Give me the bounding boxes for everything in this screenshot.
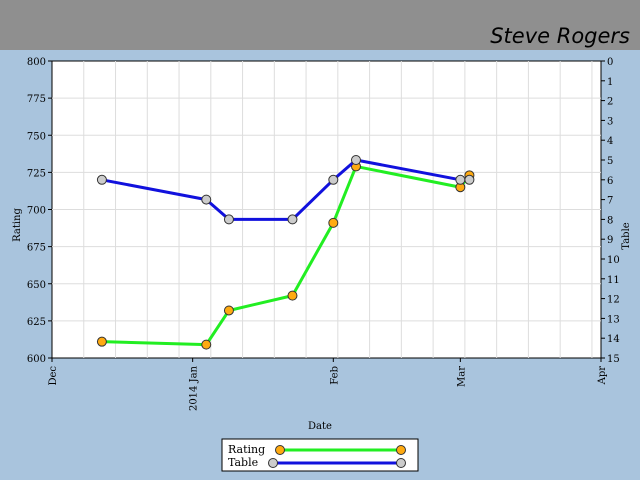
y2-tick-label: 7 — [607, 196, 613, 207]
y2-tick-label: 4 — [607, 136, 613, 147]
y2-tick-label: 8 — [607, 215, 613, 226]
y-tick-label: 750 — [27, 131, 46, 142]
x-tick-label: Mar — [456, 366, 467, 387]
x-tick-label: 2014 Jan — [189, 365, 200, 411]
rating-series-line — [101, 164, 471, 347]
x-axis-title: Date — [308, 421, 332, 432]
table-point — [350, 155, 361, 165]
rating-point — [96, 336, 107, 347]
y-tick-label: 725 — [27, 168, 46, 179]
y2-axis-title: Table — [621, 222, 632, 249]
header-bar — [0, 0, 640, 50]
y2-tick-label: 10 — [607, 255, 620, 266]
legend-marker-table — [268, 458, 278, 468]
rating-point — [201, 339, 212, 350]
rating-point — [287, 290, 298, 301]
y-tick-label: 650 — [27, 280, 46, 291]
y2-tick-label: 13 — [607, 314, 620, 325]
legend-marker-rating — [396, 445, 406, 455]
y-tick-label: 800 — [27, 57, 46, 68]
y2-tick-label: 2 — [607, 97, 613, 108]
y-tick-label: 700 — [27, 206, 46, 217]
grid-lines — [52, 61, 601, 358]
rating-point — [328, 217, 339, 228]
y2-tick-label: 0 — [607, 57, 613, 68]
x-tick-label: Apr — [597, 366, 608, 386]
y2-tick-label: 1 — [607, 77, 613, 88]
table-point — [201, 194, 212, 205]
table-point — [287, 214, 298, 225]
y2-tick-label: 3 — [607, 116, 613, 127]
table-point — [464, 174, 475, 185]
legend-marker-table — [396, 458, 406, 468]
player-name: Steve Rogers — [490, 24, 630, 48]
y2-tick-label: 9 — [607, 235, 613, 246]
y2-tick-label: 14 — [607, 334, 620, 345]
y2-tick-label: 12 — [607, 295, 620, 306]
y-tick-label: 775 — [27, 94, 46, 105]
legend-label-table: Table — [228, 456, 258, 469]
table-series-line — [101, 158, 470, 221]
table-point — [223, 214, 234, 225]
legend-box — [221, 438, 419, 472]
y-axis-title: Rating — [12, 208, 23, 242]
y-tick-label: 600 — [27, 354, 46, 365]
legend: Rating Table — [221, 438, 419, 472]
table-point — [328, 174, 339, 185]
table-point — [455, 174, 466, 185]
table-point — [96, 174, 107, 185]
legend-label-rating: Rating — [228, 443, 265, 456]
y-tick-label: 625 — [27, 317, 46, 328]
y-tick-label: 675 — [27, 243, 46, 254]
y2-tick-label: 5 — [607, 156, 613, 167]
y2-tick-label: 15 — [607, 354, 620, 365]
legend-marker-rating — [275, 445, 285, 455]
y2-tick-label: 6 — [607, 176, 613, 187]
x-tick-label: Dec — [48, 366, 59, 386]
x-tick-label: Feb — [329, 366, 340, 385]
series-layer — [96, 155, 475, 350]
rating-point — [223, 305, 234, 316]
y2-tick-label: 11 — [607, 275, 620, 286]
